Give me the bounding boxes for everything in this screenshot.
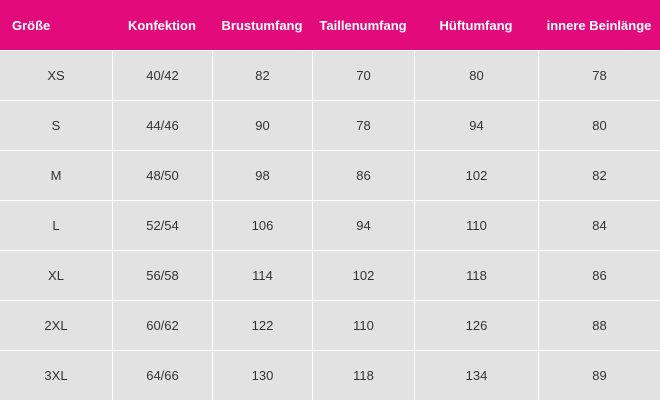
cell-innere-beinlaenge: 84 xyxy=(538,200,660,250)
cell-innere-beinlaenge: 82 xyxy=(538,150,660,200)
cell-size: L xyxy=(0,200,112,250)
table-row: 2XL 60/62 122 110 126 88 xyxy=(0,300,660,350)
cell-brustumfang: 114 xyxy=(212,250,312,300)
cell-brustumfang: 98 xyxy=(212,150,312,200)
cell-konfektion: 40/42 xyxy=(112,50,212,100)
table-row: M 48/50 98 86 102 82 xyxy=(0,150,660,200)
cell-brustumfang: 90 xyxy=(212,100,312,150)
cell-brustumfang: 122 xyxy=(212,300,312,350)
header-innere-beinlaenge: innere Beinlänge xyxy=(538,0,660,50)
cell-brustumfang: 106 xyxy=(212,200,312,250)
cell-innere-beinlaenge: 78 xyxy=(538,50,660,100)
cell-size: XS xyxy=(0,50,112,100)
cell-innere-beinlaenge: 88 xyxy=(538,300,660,350)
header-konfektion: Konfektion xyxy=(112,0,212,50)
table-row: L 52/54 106 94 110 84 xyxy=(0,200,660,250)
cell-innere-beinlaenge: 89 xyxy=(538,350,660,400)
cell-taillenumfang: 110 xyxy=(312,300,414,350)
cell-konfektion: 60/62 xyxy=(112,300,212,350)
cell-konfektion: 56/58 xyxy=(112,250,212,300)
cell-hueftumfang: 110 xyxy=(414,200,538,250)
header-hueftumfang: Hüftumfang xyxy=(414,0,538,50)
cell-brustumfang: 130 xyxy=(212,350,312,400)
cell-taillenumfang: 118 xyxy=(312,350,414,400)
cell-konfektion: 44/46 xyxy=(112,100,212,150)
header-brustumfang: Brustumfang xyxy=(212,0,312,50)
cell-size: 2XL xyxy=(0,300,112,350)
cell-size: 3XL xyxy=(0,350,112,400)
cell-hueftumfang: 118 xyxy=(414,250,538,300)
cell-taillenumfang: 102 xyxy=(312,250,414,300)
table-row: XS 40/42 82 70 80 78 xyxy=(0,50,660,100)
cell-hueftumfang: 134 xyxy=(414,350,538,400)
cell-taillenumfang: 70 xyxy=(312,50,414,100)
cell-hueftumfang: 126 xyxy=(414,300,538,350)
cell-konfektion: 64/66 xyxy=(112,350,212,400)
header-taillenumfang: Taillenumfang xyxy=(312,0,414,50)
cell-hueftumfang: 102 xyxy=(414,150,538,200)
cell-size: XL xyxy=(0,250,112,300)
table-row: 3XL 64/66 130 118 134 89 xyxy=(0,350,660,400)
table-row: XL 56/58 114 102 118 86 xyxy=(0,250,660,300)
table-row: S 44/46 90 78 94 80 xyxy=(0,100,660,150)
cell-hueftumfang: 94 xyxy=(414,100,538,150)
table-header-row: Größe Konfektion Brustumfang Taillenumfa… xyxy=(0,0,660,50)
cell-taillenumfang: 94 xyxy=(312,200,414,250)
cell-size: S xyxy=(0,100,112,150)
cell-hueftumfang: 80 xyxy=(414,50,538,100)
header-groesse: Größe xyxy=(0,0,112,50)
cell-konfektion: 48/50 xyxy=(112,150,212,200)
cell-brustumfang: 82 xyxy=(212,50,312,100)
cell-taillenumfang: 78 xyxy=(312,100,414,150)
cell-innere-beinlaenge: 86 xyxy=(538,250,660,300)
cell-innere-beinlaenge: 80 xyxy=(538,100,660,150)
cell-size: M xyxy=(0,150,112,200)
cell-taillenumfang: 86 xyxy=(312,150,414,200)
cell-konfektion: 52/54 xyxy=(112,200,212,250)
